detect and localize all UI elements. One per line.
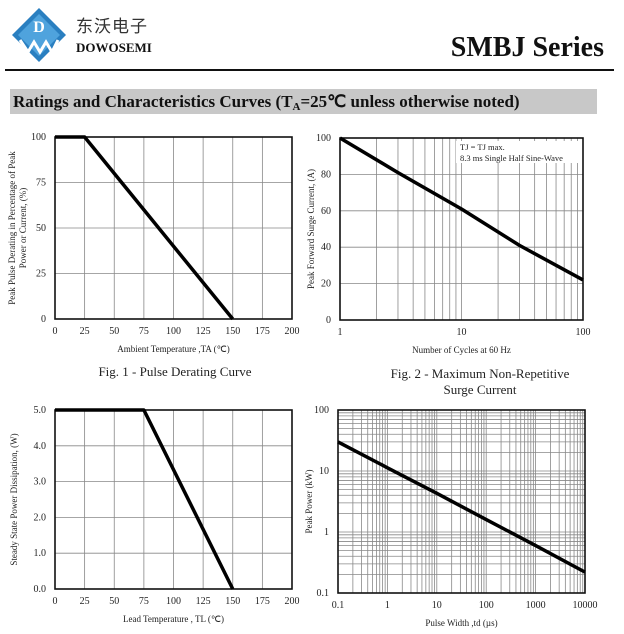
x-tick-label: 150 (225, 326, 240, 337)
x-tick-label: 100 (576, 327, 591, 338)
y-axis-label: Power or Current, (%) (18, 188, 28, 268)
annotation-text: TJ = TJ max. (460, 142, 505, 152)
x-tick-label: 50 (109, 326, 119, 337)
x-axis-label: Lead Temperature , TL (℃) (123, 614, 224, 624)
y-tick-label: 5.0 (34, 405, 47, 416)
y-tick-label: 0 (41, 314, 46, 325)
x-tick-label: 200 (285, 326, 300, 337)
series-line (339, 136, 584, 282)
x-tick-label: 1 (338, 327, 343, 338)
y-tick-label: 75 (36, 178, 46, 189)
x-tick-label: 0 (53, 596, 58, 607)
x-tick-label: 100 (166, 596, 181, 607)
dowosemi-logo: D (12, 8, 66, 62)
x-tick-label: 125 (196, 596, 211, 607)
y-axis-label: Steady State Power Dissipation, (W) (9, 433, 19, 565)
chart-3: 0 25 50 75 100 125 150 175 200 0.0 1.0 2.0 3.0 4.0 5.0… (9, 405, 300, 624)
y-tick-label: 100 (316, 133, 331, 144)
chart-4: 0.1 1 10 100 1000 10000 0.1 1 10 100 Pulse Width ,… (304, 405, 598, 628)
y-tick-label: 0.0 (34, 584, 47, 595)
x-tick-label: 0 (53, 326, 58, 337)
y-tick-label: 0.1 (317, 588, 330, 599)
chart-2: 1 10 100 0 20 40 60 80 100 Number of Cycles at 60… (306, 133, 591, 355)
svg-text:D: D (33, 19, 45, 36)
y-tick-label: 100 (31, 132, 46, 143)
plot-frame (339, 137, 584, 321)
y-axis-label: Peak Pulse Derating in Percentage of Pea… (7, 151, 17, 305)
company-name-cn: 东沃电子 (76, 17, 148, 37)
y-tick-label: 100 (314, 405, 329, 416)
y-tick-label: 1 (324, 527, 329, 538)
x-tick-label: 1000 (526, 600, 546, 611)
y-tick-label: 60 (321, 206, 331, 217)
y-tick-label: 40 (321, 242, 331, 253)
series-line (337, 440, 586, 574)
x-tick-label: 0.1 (332, 600, 345, 611)
header-divider (5, 69, 614, 71)
fig1-caption: Fig. 1 - Pulse Derating Curve (98, 364, 252, 379)
y-axis-label: Peak Forward Surge Current, (A) (306, 169, 316, 289)
annotation-text: 8.3 ms Single Half Sine-Wave (460, 153, 563, 163)
chart-1: 0 25 50 75 100 125 150 175 200 0 25 50 75 100 Ambient … (7, 132, 300, 354)
company-name-en: DOWOSEMI (76, 40, 152, 55)
annotation-bg (456, 152, 578, 163)
x-tick-label: 175 (255, 326, 270, 337)
plot-frame (54, 136, 293, 320)
y-tick-label: 1.0 (34, 548, 47, 559)
y-tick-label: 25 (36, 269, 46, 280)
x-tick-label: 100 (479, 600, 494, 611)
y-tick-label: 2.0 (34, 512, 47, 523)
x-axis-label: Pulse Width ,td (µs) (425, 618, 497, 628)
plot-frame (337, 409, 586, 594)
y-tick-label: 3.0 (34, 477, 47, 488)
x-tick-label: 75 (139, 596, 149, 607)
x-tick-label: 25 (80, 596, 90, 607)
series-line (55, 408, 235, 590)
y-tick-label: 80 (321, 169, 331, 180)
x-tick-label: 1 (385, 600, 390, 611)
y-tick-label: 0 (326, 315, 331, 326)
annotation-bg (456, 141, 578, 152)
x-tick-label: 25 (80, 326, 90, 337)
x-tick-label: 75 (139, 326, 149, 337)
x-axis-label: Ambient Temperature ,TA (℃) (117, 344, 230, 354)
x-tick-label: 200 (285, 596, 300, 607)
x-tick-label: 175 (255, 596, 270, 607)
x-axis-label: Number of Cycles at 60 Hz (412, 345, 511, 355)
x-tick-label: 10000 (573, 600, 598, 611)
y-tick-label: 10 (319, 466, 329, 477)
y-tick-label: 50 (36, 223, 46, 234)
section-title: Ratings and Characteristics Curves (TA=2… (10, 89, 597, 114)
x-tick-label: 100 (166, 326, 181, 337)
y-axis-label: Peak Power (kW) (304, 470, 314, 534)
x-tick-label: 10 (432, 600, 442, 611)
series-line (55, 135, 235, 321)
fig2-caption: Fig. 2 - Maximum Non-Repetitive Surge Cu… (390, 366, 570, 397)
x-tick-label: 125 (196, 326, 211, 337)
series-title: SMBJ Series (450, 32, 604, 63)
x-tick-label: 150 (225, 596, 240, 607)
plot-frame (54, 409, 293, 590)
y-tick-label: 20 (321, 279, 331, 290)
x-tick-label: 10 (457, 327, 467, 338)
y-tick-label: 4.0 (34, 441, 47, 452)
x-tick-label: 50 (109, 596, 119, 607)
